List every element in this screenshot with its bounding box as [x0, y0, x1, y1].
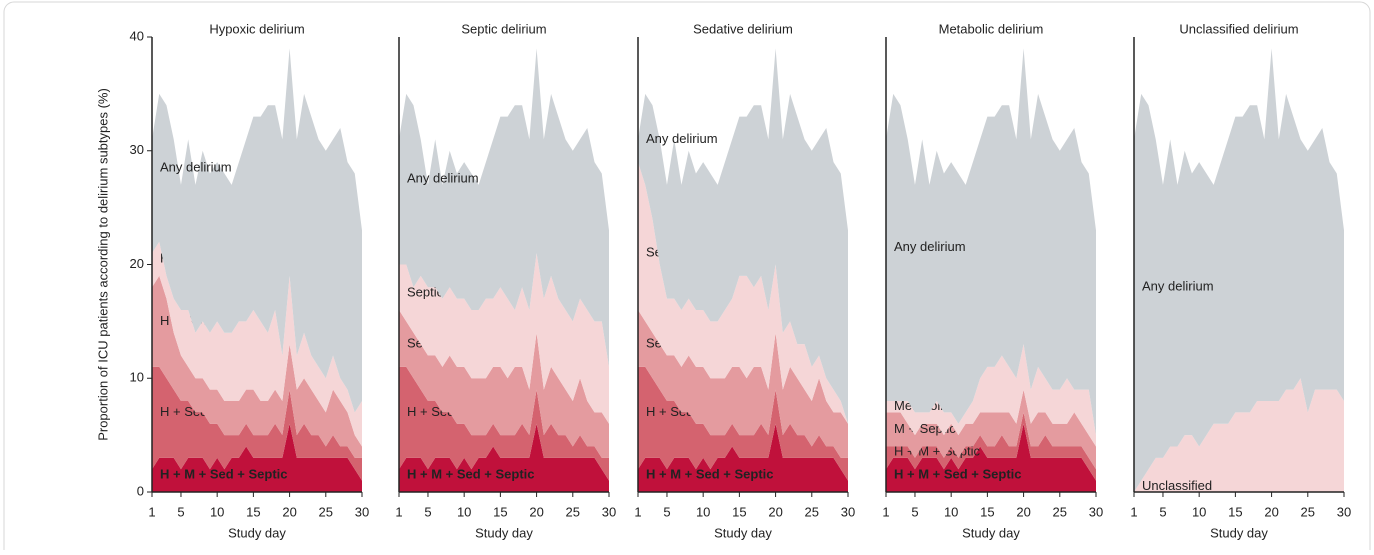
- area-layer: [1134, 48, 1344, 492]
- x-tick-label: 25: [1301, 504, 1315, 519]
- panel-title: Hypoxic delirium: [209, 21, 304, 36]
- x-tick-label: 5: [177, 504, 184, 519]
- layer-label: Any delirium: [646, 131, 718, 146]
- x-tick-label: 30: [602, 504, 616, 519]
- x-tick-label: 20: [529, 504, 543, 519]
- x-tick-label: 10: [457, 504, 471, 519]
- area-layer: [1134, 378, 1344, 492]
- x-tick-label: 1: [148, 504, 155, 519]
- x-axis-title: Study day: [475, 525, 533, 540]
- x-axis-title: Study day: [714, 525, 772, 540]
- x-tick-label: 5: [663, 504, 670, 519]
- x-tick-label: 20: [1016, 504, 1030, 519]
- x-axis-title: Study day: [1210, 525, 1268, 540]
- x-tick-label: 10: [1192, 504, 1206, 519]
- x-tick-label: 25: [805, 504, 819, 519]
- area-layer: [886, 344, 1096, 447]
- x-tick-label: 15: [980, 504, 994, 519]
- layer-label: H + M + Sed + Septic: [646, 466, 774, 481]
- x-tick-label: 25: [566, 504, 580, 519]
- x-tick-label: 25: [1053, 504, 1067, 519]
- panel-title: Unclassified delirium: [1179, 21, 1298, 36]
- area-layer: [152, 241, 362, 447]
- layer-label: Any delirium: [894, 239, 966, 254]
- x-tick-label: 15: [493, 504, 507, 519]
- x-tick-label: 10: [944, 504, 958, 519]
- layer-label: Unclassified: [1142, 478, 1212, 493]
- y-tick-label: 20: [130, 256, 144, 271]
- area-layer: [399, 253, 609, 424]
- frame: [3, 1, 1371, 555]
- layer-label: Any delirium: [407, 171, 479, 186]
- x-tick-label: 25: [319, 504, 333, 519]
- x-tick-label: 1: [882, 504, 889, 519]
- panel-title: Septic delirium: [461, 21, 546, 36]
- x-tick-label: 15: [246, 504, 260, 519]
- x-tick-label: 30: [355, 504, 369, 519]
- layer-label: H + M + Sed + Septic: [160, 466, 288, 481]
- x-tick-label: 5: [1159, 504, 1166, 519]
- area-layer: [638, 310, 848, 458]
- x-tick-label: 5: [424, 504, 431, 519]
- layer-label: H + M + Sed + Septic: [894, 466, 1022, 481]
- y-axis-title: Proportion of ICU patients according to …: [95, 88, 110, 441]
- layer-label: H + M + Sed + Septic: [407, 466, 535, 481]
- layer-label: Any delirium: [1142, 279, 1214, 294]
- area-layer: [638, 162, 848, 424]
- x-tick-label: 30: [1089, 504, 1103, 519]
- x-tick-label: 1: [634, 504, 641, 519]
- x-tick-label: 20: [282, 504, 296, 519]
- y-tick-label: 10: [130, 370, 144, 385]
- x-tick-label: 15: [732, 504, 746, 519]
- x-tick-label: 20: [768, 504, 782, 519]
- x-tick-label: 15: [1228, 504, 1242, 519]
- area-layer: [638, 48, 848, 424]
- area-layer: [399, 366, 609, 481]
- layer-label: Septic: [407, 284, 444, 299]
- area-layer: [152, 366, 362, 481]
- x-tick-label: 30: [1337, 504, 1351, 519]
- x-tick-label: 5: [911, 504, 918, 519]
- area-layer: [152, 48, 362, 413]
- x-tick-label: 20: [1264, 504, 1278, 519]
- x-axis-title: Study day: [962, 525, 1020, 540]
- x-axis-title: Study day: [228, 525, 286, 540]
- x-tick-label: 1: [1130, 504, 1137, 519]
- area-layer: [152, 275, 362, 458]
- x-tick-label: 10: [210, 504, 224, 519]
- panel-title: Sedative delirium: [693, 21, 793, 36]
- area-layer: [886, 48, 1096, 436]
- area-layer: [399, 310, 609, 458]
- area-layer: [638, 366, 848, 481]
- area-layer: [399, 48, 609, 367]
- x-tick-label: 30: [841, 504, 855, 519]
- y-tick-label: 40: [130, 28, 144, 43]
- area-layer: [886, 389, 1096, 470]
- x-tick-label: 10: [696, 504, 710, 519]
- x-tick-label: 1: [395, 504, 402, 519]
- y-tick-label: 30: [130, 142, 144, 157]
- layer-label: Any delirium: [160, 159, 232, 174]
- panel-title: Metabolic delirium: [939, 21, 1044, 36]
- y-tick-label: 0: [137, 483, 144, 498]
